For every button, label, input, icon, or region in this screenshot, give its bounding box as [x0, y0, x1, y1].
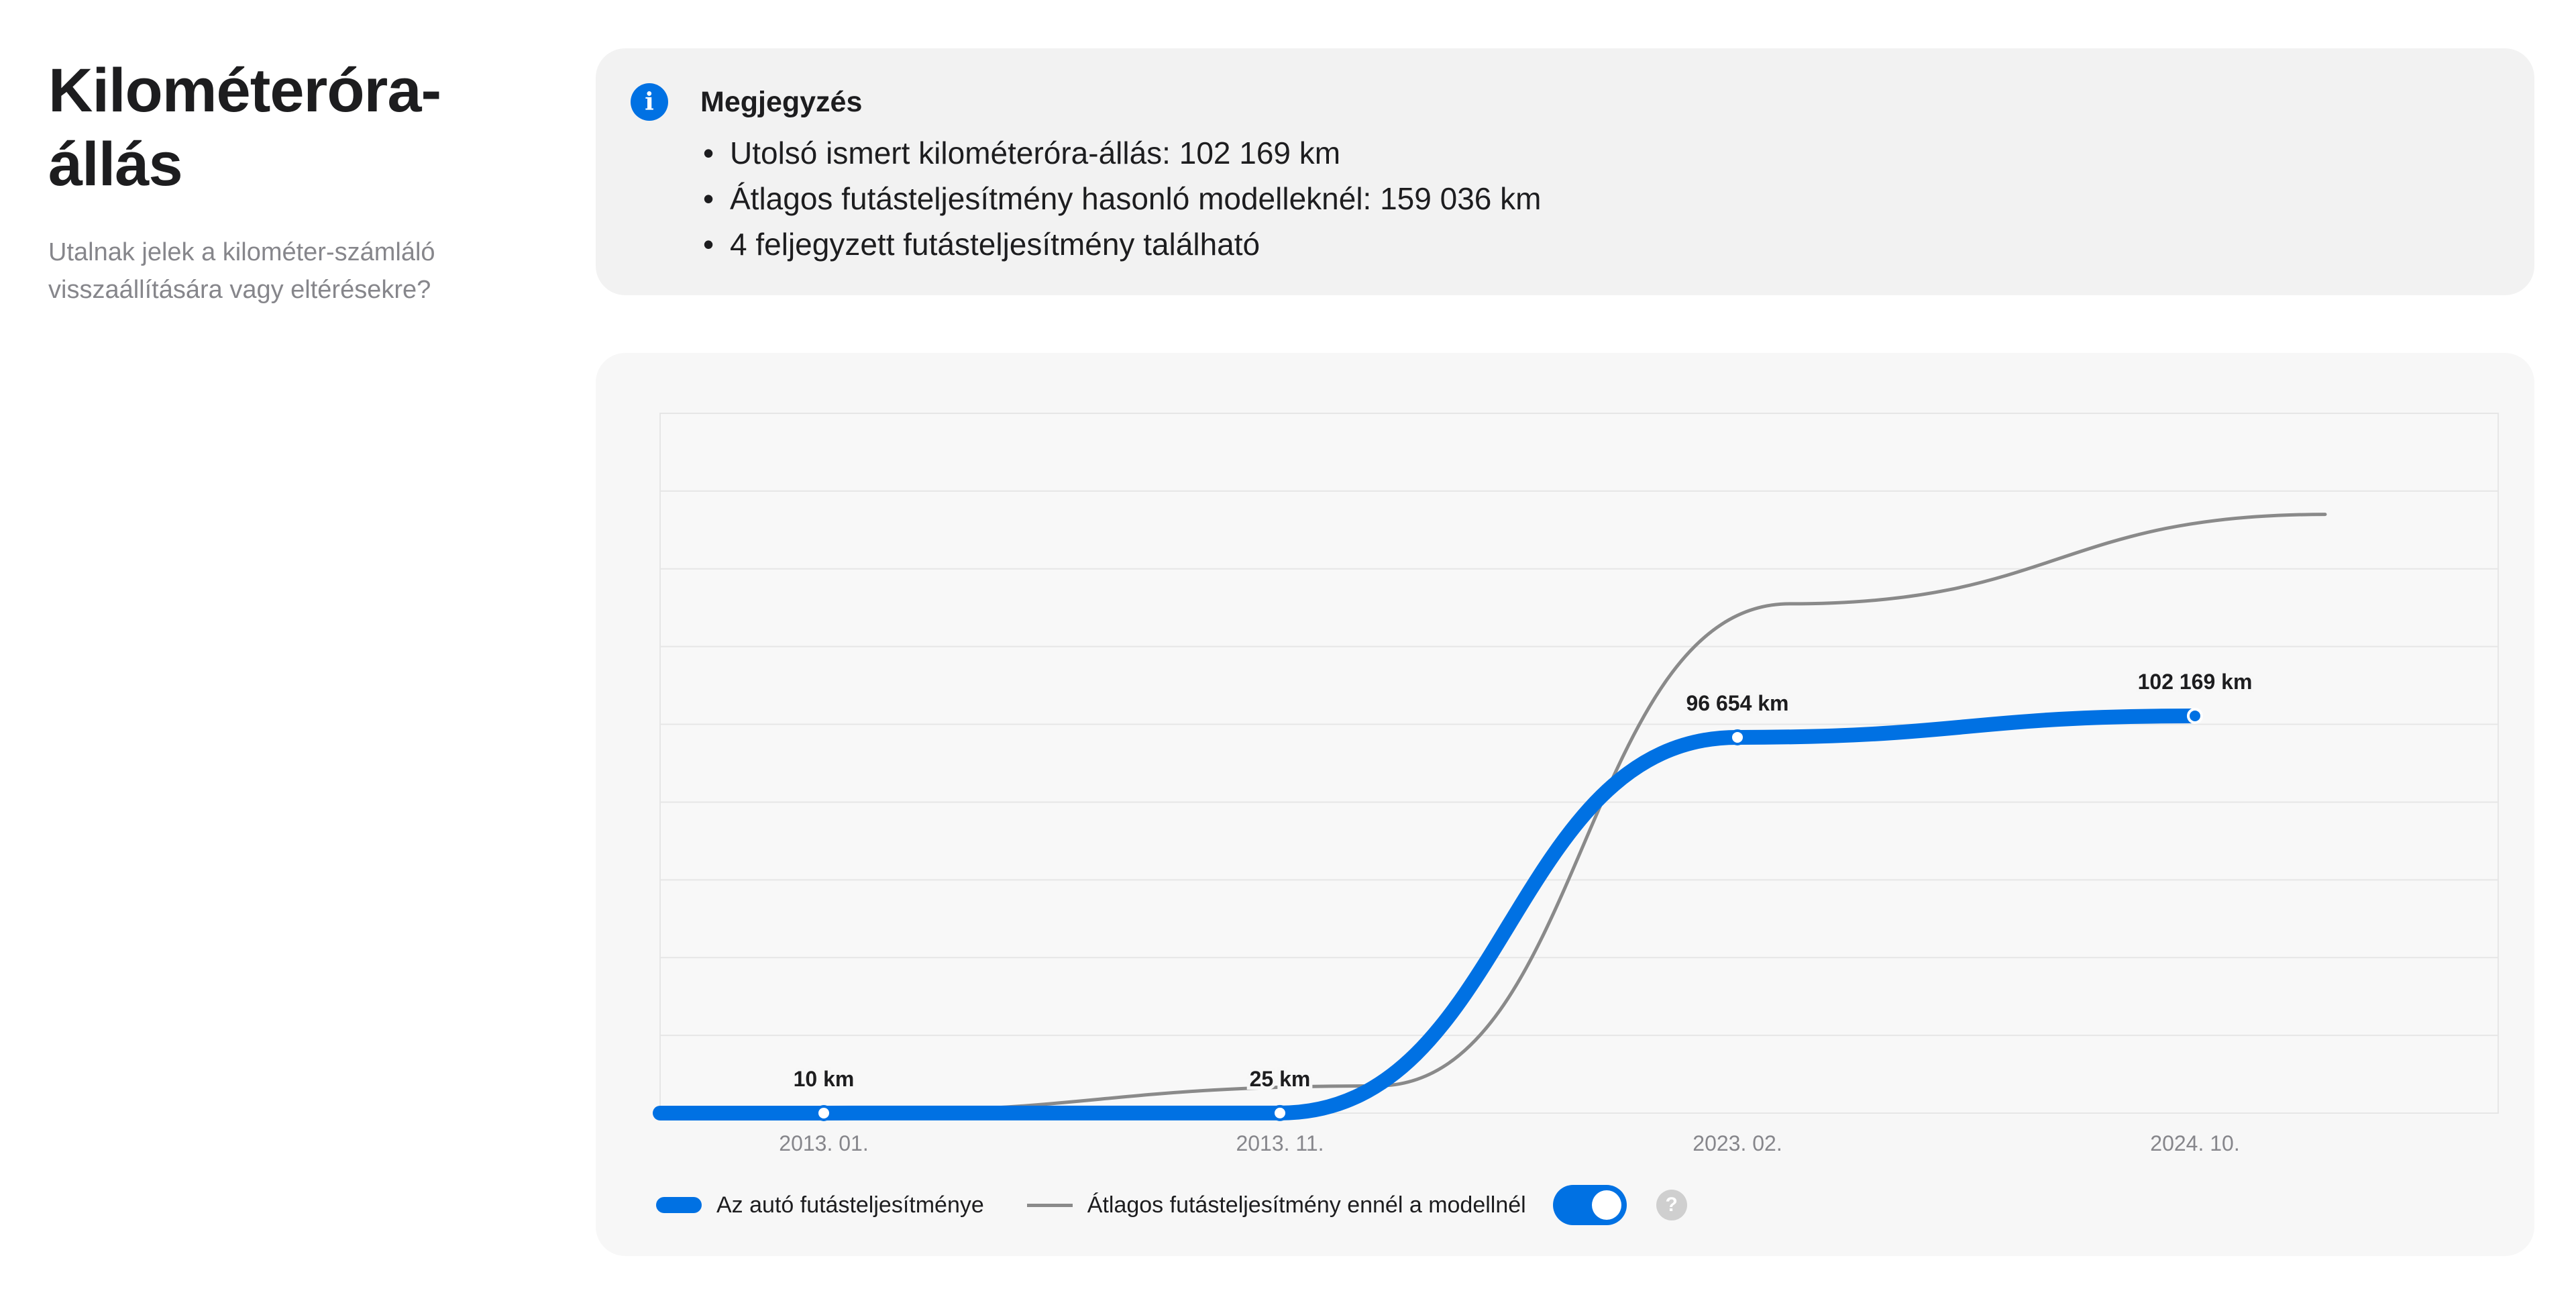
note-title: Megjegyzés [700, 86, 863, 118]
toggle-knob [1591, 1190, 1621, 1220]
note-item: • 4 feljegyzett futásteljesítmény találha… [700, 221, 1541, 267]
data-label: 25 km [1250, 1067, 1311, 1091]
chart-legend: Az autó futásteljesítménye Átlagos futás… [656, 1185, 1687, 1225]
data-label: 10 km [794, 1067, 855, 1091]
data-point [1729, 729, 1746, 745]
legend-label-car: Az autó futásteljesítménye [716, 1192, 984, 1218]
help-icon[interactable]: ? [1656, 1190, 1687, 1220]
x-tick-label: 2013. 01. [779, 1131, 868, 1155]
bullet-icon: • [703, 181, 714, 216]
legend-swatch-car [656, 1197, 702, 1213]
note-item-text: 4 feljegyzett futásteljesítmény találhat… [730, 227, 1260, 262]
note-item-text: Utolsó ismert kilométeróra-állás: 102 16… [730, 136, 1341, 170]
plot-area [659, 413, 2499, 1114]
bullet-icon: • [703, 136, 714, 170]
section-header: Kilométeróra-állás Utalnak jelek a kilom… [48, 54, 518, 309]
x-tick-label: 2024. 10. [2150, 1131, 2239, 1155]
x-tick-label: 2023. 02. [1693, 1131, 1782, 1155]
page-subtitle-line2: visszaállítására vagy eltérésekre? [48, 276, 431, 304]
legend-swatch-average [1026, 1203, 1073, 1207]
page-title: Kilométeróra-állás [48, 54, 518, 201]
note-item: • Utolsó ismert kilométeróra-állás: 102 1… [700, 130, 1541, 176]
mileage-chart-card: 10 km 25 km 96 654 km 102 169 km 2013. 01. 20… [596, 353, 2534, 1256]
x-tick-label: 2013. 11. [1236, 1131, 1324, 1155]
page-subtitle-line1: Utalnak jelek a kilométer-számláló [48, 238, 435, 266]
average-series-line [822, 513, 2327, 1114]
legend-item-car: Az autó futásteljesítménye [656, 1192, 984, 1218]
car-series-line [653, 708, 2202, 1120]
data-point [1272, 1104, 1288, 1121]
page-title-line2: állás [48, 130, 183, 199]
legend-label-average: Átlagos futásteljesítmény ennél a modell… [1087, 1192, 1526, 1218]
data-point [816, 1104, 832, 1121]
note-item: • Átlagos futásteljesítmény hasonló model… [700, 176, 1541, 221]
average-toggle[interactable] [1552, 1185, 1627, 1225]
note-card: i Megjegyzés • Utolsó ismert kilométeróra… [596, 48, 2534, 295]
data-point [2187, 707, 2203, 724]
note-item-text: Átlagos futásteljesítmény hasonló modell… [730, 181, 1542, 216]
legend-item-average: Átlagos futásteljesítmény ennél a modell… [1026, 1192, 1526, 1218]
mileage-chart: 10 km 25 km 96 654 km 102 169 km 2013. 01. 20… [653, 413, 2499, 1155]
page-subtitle: Utalnak jelek a kilométer-számláló vissz… [48, 233, 518, 309]
page-title-line1: Kilométeróra- [48, 56, 441, 125]
data-label: 102 169 km [2138, 670, 2253, 694]
data-label: 96 654 km [1686, 691, 1788, 715]
info-icon: i [631, 83, 668, 121]
note-list: • Utolsó ismert kilométeróra-állás: 102 1… [700, 130, 1541, 267]
bullet-icon: • [703, 227, 714, 262]
